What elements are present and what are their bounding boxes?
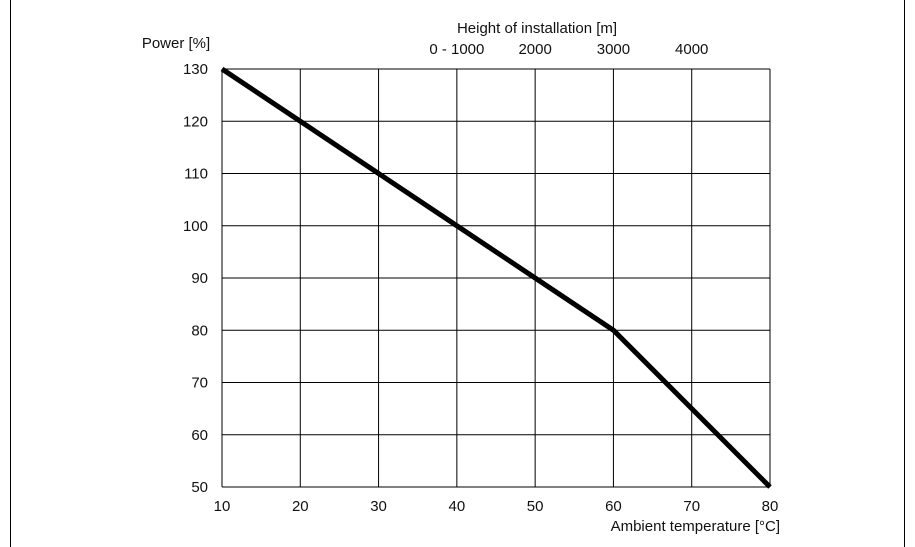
x-tick-label: 70 bbox=[683, 498, 700, 515]
x-tick-label: 30 bbox=[370, 498, 387, 515]
height-tick-labels: 0 - 1000 2000 3000 4000 bbox=[429, 41, 708, 58]
y-tick-label: 80 bbox=[191, 322, 208, 339]
height-tick-label: 4000 bbox=[675, 41, 708, 58]
x-tick-label: 50 bbox=[527, 498, 544, 515]
y-tick-labels: 50 60 70 80 90 100 110 120 130 bbox=[183, 61, 208, 496]
height-tick-label: 3000 bbox=[597, 41, 630, 58]
height-tick-label: 0 - 1000 bbox=[429, 41, 484, 58]
y-tick-label: 70 bbox=[191, 375, 208, 392]
height-axis-label: Height of installation [m] bbox=[457, 20, 617, 37]
height-tick-label: 2000 bbox=[518, 41, 551, 58]
x-axis-label: Ambient temperature [°C] bbox=[611, 518, 780, 535]
y-tick-label: 110 bbox=[184, 166, 208, 183]
power-curve-line bbox=[220, 66, 772, 489]
y-tick-label: 100 bbox=[183, 218, 208, 235]
y-tick-label: 50 bbox=[191, 479, 208, 496]
x-tick-label: 80 bbox=[762, 498, 779, 515]
x-tick-label: 40 bbox=[449, 498, 466, 515]
y-tick-label: 90 bbox=[191, 270, 208, 287]
y-tick-label: 130 bbox=[183, 61, 208, 78]
x-tick-label: 20 bbox=[292, 498, 309, 515]
x-tick-label: 60 bbox=[605, 498, 622, 515]
y-tick-label: 120 bbox=[183, 113, 208, 130]
x-tick-labels: 10 20 30 40 50 60 70 80 bbox=[214, 498, 779, 515]
y-tick-label: 60 bbox=[191, 427, 208, 444]
y-axis-label: Power [%] bbox=[142, 35, 210, 52]
grid bbox=[221, 68, 771, 488]
x-tick-label: 10 bbox=[214, 498, 231, 515]
figure-frame bbox=[10, 0, 905, 547]
